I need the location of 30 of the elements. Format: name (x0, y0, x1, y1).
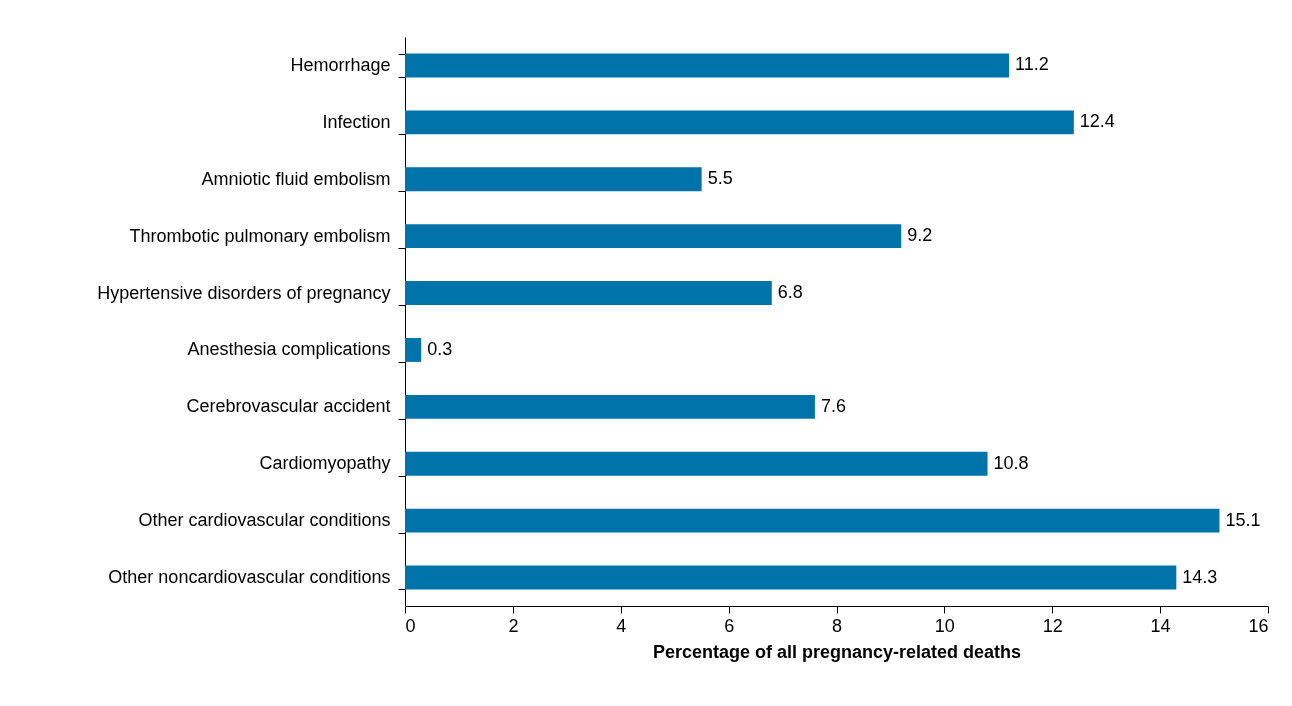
x-tick-label: 4 (616, 615, 627, 636)
y-tick-label: Amniotic fluid embolism (201, 168, 391, 189)
y-tick-label: Anesthesia complications (187, 339, 391, 360)
x-tick-label: 10 (934, 615, 955, 636)
y-tick-label: Infection (322, 111, 391, 132)
x-axis-title: Percentage of all pregnancy-related deaths (652, 641, 1022, 662)
x-tick-label: 12 (1042, 615, 1063, 636)
x-tick-label: 2 (508, 615, 519, 636)
y-tick-label: Hypertensive disorders of pregnancy (97, 282, 391, 303)
x-tick-label: 16 (1248, 615, 1269, 636)
data-label: 0.3 (427, 338, 453, 359)
data-label: 6.8 (777, 282, 803, 303)
y-tick-label: Hemorrhage (290, 54, 391, 75)
data-label: 7.6 (820, 395, 846, 416)
x-tick-label: 14 (1150, 615, 1171, 636)
x-tick-label: 0 (405, 615, 416, 636)
data-label: 12.4 (1079, 111, 1115, 132)
y-tick-label: Other cardiovascular conditions (138, 510, 391, 531)
data-label: 10.8 (993, 452, 1029, 473)
y-tick-label: Cerebrovascular accident (186, 396, 391, 417)
y-tick-label: Thrombotic pulmonary embolism (129, 225, 391, 246)
data-label: 14.3 (1182, 566, 1218, 587)
x-tick-label: 8 (831, 615, 843, 636)
y-tick-label: Other noncardiovascular conditions (108, 567, 391, 588)
data-label: 15.1 (1225, 509, 1261, 530)
y-tick-label: Cardiomyopathy (259, 453, 391, 474)
data-label: 5.5 (707, 168, 733, 189)
data-label: 9.2 (907, 225, 933, 246)
data-label: 11.2 (1015, 54, 1049, 75)
x-tick-label: 6 (724, 615, 735, 636)
